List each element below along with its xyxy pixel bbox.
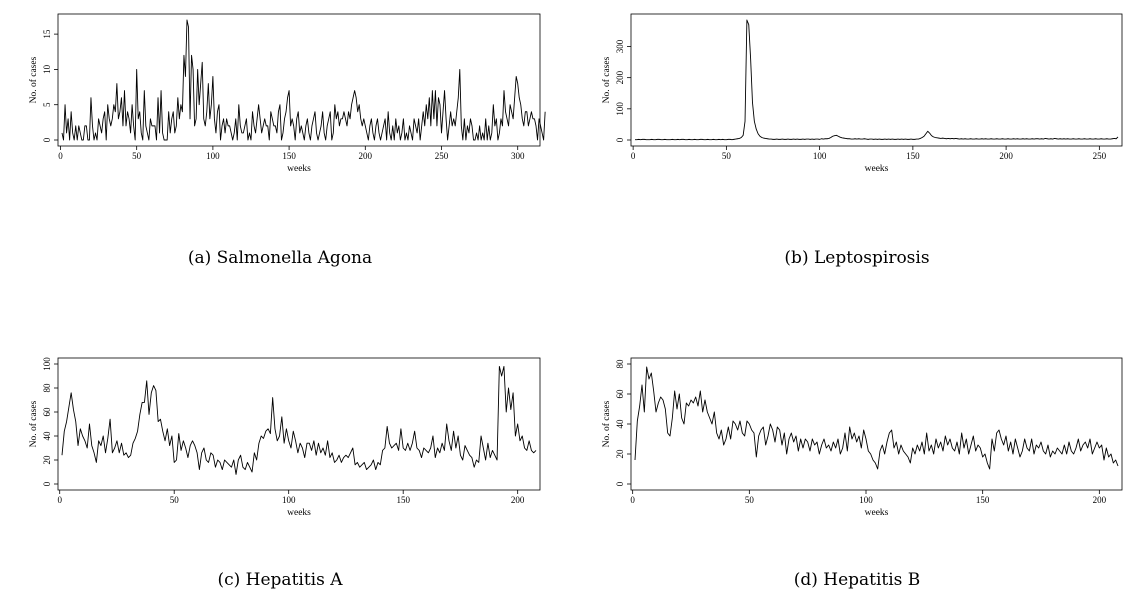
y-tick-label: 15 xyxy=(42,29,52,39)
chart-hepatitis-a: 0 50 100 150 200 weeks 0 20 40 60 80 100 No. of case… xyxy=(28,357,541,518)
x-tick-label: 100 xyxy=(282,495,296,505)
y-axis: 0 20 40 60 80 No. of cases xyxy=(601,359,631,486)
x-axis-label: weeks xyxy=(865,508,889,518)
x-tick-label: 0 xyxy=(631,151,636,161)
x-tick-label: 200 xyxy=(511,495,525,505)
x-tick-label: 100 xyxy=(859,495,873,505)
plot-frame xyxy=(57,357,541,491)
x-tick-label: 50 xyxy=(745,495,755,505)
y-tick-label: 5 xyxy=(42,102,52,107)
caption-hepatitis-b: (d) Hepatitis B xyxy=(793,570,921,590)
x-axis: 0 50 100 150 200 weeks xyxy=(57,490,525,518)
plot-frame xyxy=(630,357,1123,491)
x-tick-label: 200 xyxy=(999,151,1013,161)
series-line xyxy=(61,19,546,141)
y-tick-label: 0 xyxy=(615,137,625,142)
x-tick-label: 250 xyxy=(435,151,449,161)
y-axis: 0 20 40 60 80 100 No. of cases xyxy=(28,357,58,486)
x-tick-label: 300 xyxy=(511,151,525,161)
y-tick-label: 200 xyxy=(615,70,625,84)
x-tick-label: 250 xyxy=(1093,151,1107,161)
y-tick-label: 100 xyxy=(615,102,625,116)
x-tick-label: 100 xyxy=(206,151,220,161)
y-tick-label: 0 xyxy=(42,137,52,142)
x-tick-label: 200 xyxy=(1093,495,1107,505)
y-tick-label: 100 xyxy=(42,357,52,371)
x-tick-label: 0 xyxy=(58,151,63,161)
x-tick-label: 50 xyxy=(170,495,180,505)
x-axis: 0 50 100 150 200 250 weeks xyxy=(631,146,1107,174)
y-axis-label: No. of cases xyxy=(28,400,39,447)
caption-hepatitis-a: (c) Hepatitis A xyxy=(217,570,343,590)
y-axis: 0 5 10 15 No. of cases xyxy=(28,29,58,142)
x-tick-label: 50 xyxy=(132,151,142,161)
y-tick-label: 40 xyxy=(615,419,625,429)
y-tick-label: 20 xyxy=(42,455,52,465)
x-tick-label: 50 xyxy=(722,151,732,161)
y-tick-label: 60 xyxy=(615,389,625,399)
y-axis-label: No. of cases xyxy=(28,56,39,103)
y-tick-label: 10 xyxy=(42,64,52,74)
caption-salmonella-agona: (a) Salmonella Agona xyxy=(187,248,373,268)
chart-hepatitis-b: 0 50 100 150 200 weeks 0 20 40 60 80 No. of cases xyxy=(601,357,1123,518)
y-tick-label: 40 xyxy=(42,431,52,441)
x-tick-label: 150 xyxy=(976,495,990,505)
x-tick-label: 0 xyxy=(57,495,62,505)
x-axis: 0 50 100 150 200 250 300 weeks xyxy=(58,146,525,174)
y-tick-label: 80 xyxy=(615,359,625,369)
y-tick-label: 300 xyxy=(615,39,625,53)
y-tick-label: 60 xyxy=(42,407,52,417)
y-tick-label: 0 xyxy=(615,481,625,486)
x-axis: 0 50 100 150 200 weeks xyxy=(630,490,1107,518)
caption-leptospirosis: (b) Leptospirosis xyxy=(784,248,930,268)
series-line xyxy=(634,366,1119,470)
x-axis-label: weeks xyxy=(287,164,311,174)
x-tick-label: 200 xyxy=(359,151,373,161)
plot-frame xyxy=(57,13,541,147)
y-axis-label: No. of cases xyxy=(601,400,612,447)
x-tick-label: 150 xyxy=(282,151,296,161)
y-tick-label: 20 xyxy=(615,449,625,459)
x-tick-label: 0 xyxy=(630,495,635,505)
x-tick-label: 150 xyxy=(396,495,410,505)
x-axis-label: weeks xyxy=(287,508,311,518)
y-axis-label: No. of cases xyxy=(601,56,612,103)
chart-salmonella-agona: 0 50 100 150 200 250 300 weeks 0 5 10 15 No. of case… xyxy=(28,13,546,174)
series-line xyxy=(61,365,537,475)
x-tick-label: 100 xyxy=(813,151,827,161)
x-tick-label: 150 xyxy=(906,151,920,161)
y-tick-label: 80 xyxy=(42,383,52,393)
x-axis-label: weeks xyxy=(865,164,889,174)
series-line xyxy=(635,19,1119,141)
plot-frame xyxy=(630,13,1123,147)
y-tick-label: 0 xyxy=(42,481,52,486)
